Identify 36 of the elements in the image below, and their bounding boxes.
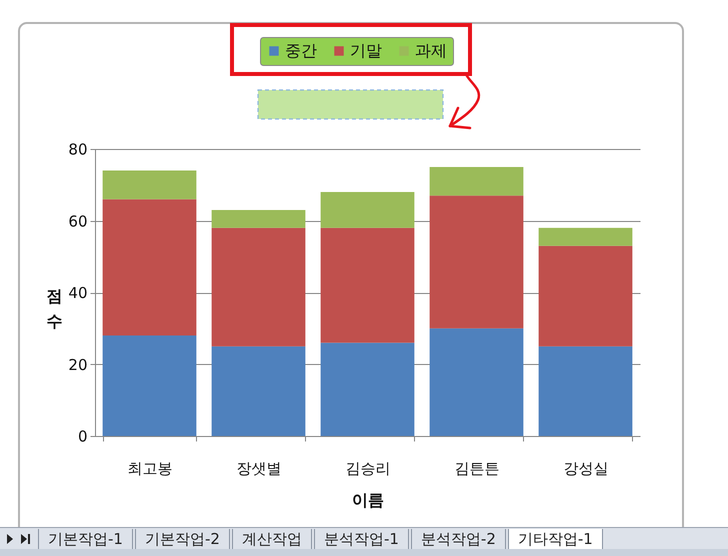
x-tick-label: 장샛별 bbox=[236, 460, 282, 478]
y-tick-label: 80 bbox=[68, 140, 88, 158]
text: 분석작업-1 bbox=[314, 528, 409, 548]
text: 분석작업-2 bbox=[410, 528, 506, 548]
text: 기본작업-1 bbox=[38, 528, 133, 548]
y-tick-label: 60 bbox=[68, 212, 88, 230]
bar bbox=[102, 170, 196, 200]
legend-label: 중간 bbox=[285, 41, 317, 60]
bar bbox=[212, 228, 306, 346]
x-tick-label: 강성실 bbox=[564, 460, 608, 478]
text: 기타작업-1 bbox=[508, 528, 603, 548]
y-tick-label: 0 bbox=[78, 428, 88, 446]
bar bbox=[538, 228, 632, 246]
bar bbox=[212, 210, 306, 228]
bar bbox=[538, 346, 632, 436]
bar bbox=[430, 328, 524, 436]
bar bbox=[320, 192, 414, 228]
y-axis-title: 점수 bbox=[46, 286, 62, 330]
text: 기본작업-2 bbox=[134, 528, 230, 548]
y-tick-label: 40 bbox=[68, 284, 88, 302]
bar bbox=[102, 336, 196, 436]
bar bbox=[538, 246, 632, 346]
x-tick-label: 김승리 bbox=[346, 460, 390, 478]
y-tick-label: 20 bbox=[68, 356, 88, 374]
legend-label: 기말 bbox=[350, 41, 382, 60]
bar bbox=[430, 196, 524, 328]
bar bbox=[320, 342, 414, 436]
bar bbox=[320, 228, 414, 343]
x-tick-label: 최고봉 bbox=[128, 460, 172, 478]
legend-label: 과제 bbox=[415, 41, 447, 60]
x-axis-title: 이름 bbox=[352, 490, 384, 510]
bar bbox=[212, 346, 306, 436]
bar bbox=[430, 166, 524, 196]
x-tick-label: 김튼튼 bbox=[454, 460, 500, 478]
text: 계산작업 bbox=[232, 528, 312, 548]
bar bbox=[102, 199, 196, 336]
